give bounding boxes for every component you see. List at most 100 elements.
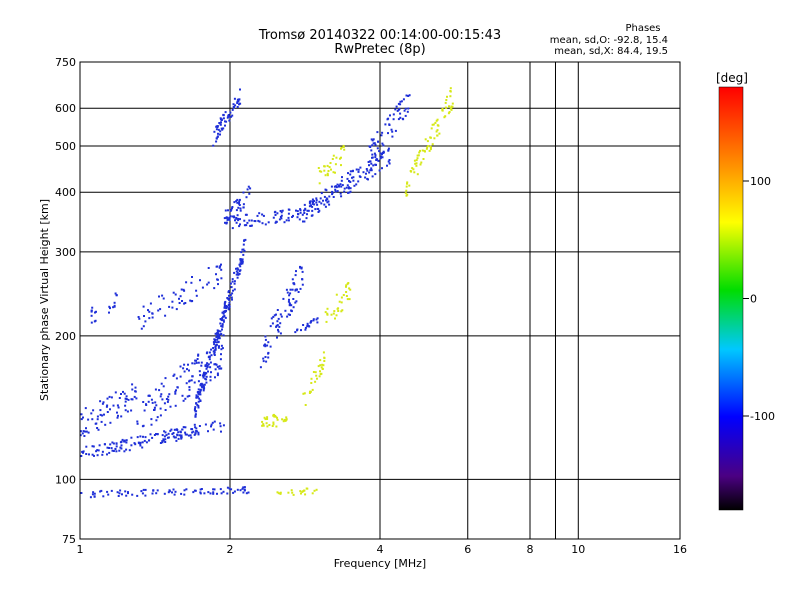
echo-point-o: [214, 347, 217, 350]
echo-point-o: [238, 204, 241, 206]
echo-point-o: [142, 305, 145, 308]
echo-point-o: [376, 147, 379, 150]
echo-point-o: [197, 405, 200, 407]
echo-point-x: [406, 181, 409, 184]
echo-point-o: [148, 310, 151, 313]
grid-lines: [80, 62, 680, 539]
echo-point-o: [292, 298, 295, 300]
echo-point-o: [369, 169, 372, 172]
echo-point-o: [200, 364, 203, 367]
echo-point-o: [294, 301, 297, 304]
echo-point-o: [366, 177, 369, 180]
echo-point-x: [340, 164, 342, 167]
echo-point-o: [380, 152, 382, 155]
echo-point-o: [377, 140, 379, 143]
echo-point-o: [223, 303, 226, 306]
echo-point-o: [257, 219, 260, 222]
echo-point-o: [242, 491, 245, 494]
echo-point-o: [368, 164, 370, 167]
echo-point-o: [349, 170, 352, 173]
echo-point-o: [81, 432, 84, 435]
echo-point-o: [205, 381, 208, 384]
plot-frame: [79, 61, 681, 540]
echo-point-o: [307, 209, 310, 212]
echo-point-o: [311, 202, 314, 205]
echo-point-o: [238, 225, 241, 228]
echo-point-o: [218, 266, 221, 269]
echo-point-x: [272, 414, 275, 417]
echo-point-o: [223, 315, 226, 318]
echo-point-o: [124, 409, 127, 412]
echo-point-x: [265, 422, 268, 425]
echo-point-x: [279, 491, 282, 494]
echo-point-o: [276, 212, 279, 215]
echo-point-o: [231, 206, 234, 208]
echo-point-o: [196, 395, 199, 398]
echo-point-x: [348, 287, 351, 290]
echo-point-o: [266, 344, 269, 347]
echo-point-o: [182, 288, 185, 291]
echo-point-x: [300, 492, 302, 495]
echo-point-o: [221, 311, 224, 314]
echo-point-o: [190, 281, 193, 284]
echo-point-o: [264, 223, 267, 226]
echo-point-x: [340, 147, 342, 150]
echo-point-o: [229, 282, 232, 285]
y-tick-label: 300: [55, 246, 76, 259]
echo-point-o: [87, 431, 90, 434]
echo-point-o: [92, 491, 95, 494]
echo-point-o: [221, 325, 224, 328]
echo-point-o: [202, 376, 205, 379]
echo-point-o: [151, 492, 154, 495]
echo-point-o: [290, 310, 293, 313]
echo-point-o: [296, 216, 299, 219]
echo-point-o: [118, 492, 121, 495]
x-axis-label: Frequency [MHz]: [334, 557, 426, 570]
echo-point-o: [101, 453, 104, 456]
echo-point-o: [222, 320, 225, 323]
echo-point-x: [340, 296, 343, 299]
echo-point-o: [227, 115, 230, 118]
y-tick-label: 600: [55, 102, 76, 115]
echo-point-o: [189, 299, 192, 302]
echo-point-o: [124, 404, 127, 407]
echo-point-o: [169, 429, 172, 432]
echo-point-o: [108, 305, 111, 308]
echo-point-o: [174, 404, 177, 407]
echo-point-o: [165, 434, 168, 437]
echo-point-o: [278, 325, 281, 328]
echo-point-o: [330, 185, 333, 188]
echo-point-o: [332, 196, 335, 198]
echo-point-o: [300, 266, 303, 269]
echo-point-o: [227, 114, 230, 116]
echo-point-o: [215, 363, 218, 366]
echo-point-x: [340, 156, 342, 159]
echo-point-x: [431, 143, 434, 146]
echo-point-o: [191, 428, 194, 431]
echo-point-o: [202, 384, 205, 387]
echo-point-o: [368, 160, 371, 163]
echo-point-o: [308, 202, 311, 205]
echo-point-x: [330, 313, 333, 316]
echo-point-o: [267, 341, 270, 344]
echo-point-o: [287, 216, 290, 219]
echo-point-o: [103, 413, 105, 416]
echo-point-o: [224, 310, 227, 313]
echo-point-x: [340, 301, 343, 304]
echo-point-o: [125, 448, 128, 451]
echo-point-o: [205, 367, 208, 370]
echo-point-x: [422, 158, 425, 160]
echo-point-o: [231, 292, 234, 295]
echo-point-o: [120, 393, 122, 395]
echo-point-o: [387, 132, 389, 135]
echo-point-o: [162, 385, 165, 388]
echo-point-o: [88, 453, 90, 456]
echo-point-o: [237, 273, 240, 276]
echo-point-o: [160, 382, 163, 385]
echo-point-o: [241, 487, 244, 490]
echo-point-o: [377, 159, 380, 162]
echo-point-o: [90, 314, 93, 317]
echo-point-o: [373, 142, 376, 145]
echo-point-o: [372, 138, 375, 141]
echo-point-o: [222, 127, 225, 130]
